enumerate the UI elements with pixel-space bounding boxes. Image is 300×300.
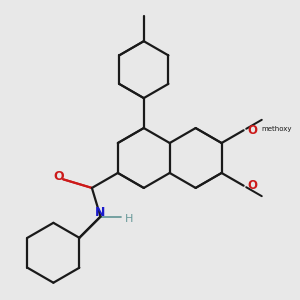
Text: H: H xyxy=(124,214,133,224)
Text: O: O xyxy=(53,170,64,183)
Text: N: N xyxy=(95,206,106,219)
Text: methoxy: methoxy xyxy=(262,126,292,132)
Text: O: O xyxy=(248,179,258,192)
Text: O: O xyxy=(248,124,258,137)
